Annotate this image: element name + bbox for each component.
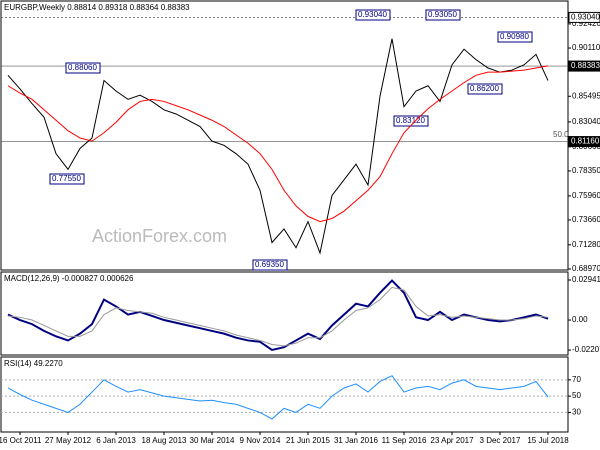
x-tick-label: 30 Mar 2014 bbox=[190, 436, 235, 445]
annotation-box bbox=[49, 173, 85, 185]
y-tick-label: 0.83040 bbox=[572, 117, 600, 126]
annotation: 0.90980 bbox=[500, 32, 529, 41]
panel-title: RSI(14) 49.2270 bbox=[4, 359, 63, 368]
y-tick-label: 0.78350 bbox=[572, 166, 600, 175]
level-box bbox=[568, 136, 600, 148]
series-line bbox=[7, 65, 549, 223]
level-box bbox=[568, 60, 600, 72]
y-tick-label: 0.68970 bbox=[572, 264, 600, 273]
y-tick-label: -0.022074 bbox=[572, 345, 600, 354]
annotation-box bbox=[497, 31, 533, 43]
annotation: 0.86200 bbox=[470, 84, 499, 93]
y-tick-label: 30 bbox=[572, 408, 581, 417]
level-box bbox=[568, 11, 600, 23]
y-tick-label: 0.90110 bbox=[572, 43, 600, 52]
y-tick-label: 0.029412 bbox=[572, 275, 600, 284]
series-line bbox=[7, 286, 549, 347]
y-tick-label: 0.73660 bbox=[572, 215, 600, 224]
y-tick-label: 50 bbox=[572, 391, 581, 400]
x-tick-label: 27 May 2012 bbox=[45, 436, 92, 445]
x-tick-label: 23 Apr 2017 bbox=[430, 436, 474, 445]
annotation: 50.0 bbox=[553, 130, 569, 139]
x-tick-label: 9 Nov 2014 bbox=[240, 436, 281, 445]
series-line bbox=[7, 279, 549, 352]
x-tick-label: 11 Sep 2016 bbox=[382, 436, 427, 445]
annotation: 0.69350 bbox=[255, 260, 284, 269]
y-tick-label: 70 bbox=[572, 375, 581, 384]
annotation: 0.83120 bbox=[396, 116, 425, 125]
annotation: 0.77550 bbox=[52, 174, 81, 183]
series-line bbox=[7, 375, 549, 420]
y-tick-label: 0.75960 bbox=[572, 191, 600, 200]
level-label: 0.88383 bbox=[571, 61, 600, 70]
x-tick-label: 6 Jan 2013 bbox=[96, 436, 136, 445]
annotation: 0.93050 bbox=[428, 10, 457, 19]
panel-frame bbox=[0, 271, 569, 356]
annotation-box bbox=[425, 9, 461, 21]
x-tick-label: 3 Dec 2017 bbox=[480, 436, 521, 445]
x-tick-label: 21 Jun 2015 bbox=[286, 436, 331, 445]
annotation: 0.88060 bbox=[68, 63, 97, 72]
y-tick-label: 0.71280 bbox=[572, 240, 600, 249]
y-tick-label: 0.85495 bbox=[572, 91, 600, 100]
level-label: 0.81160 bbox=[571, 137, 600, 146]
annotation-box bbox=[467, 83, 503, 95]
x-tick-label: 15 Jul 2018 bbox=[527, 436, 569, 445]
annotation-box bbox=[252, 259, 288, 271]
annotation: 0.93040 bbox=[358, 10, 387, 19]
annotation-box bbox=[355, 9, 391, 21]
annotation-box bbox=[65, 62, 101, 74]
panel-frame bbox=[0, 356, 569, 433]
panel-title: MACD(12,26,9) -0.000827 0.000626 bbox=[4, 274, 134, 283]
level-label: 0.93040 bbox=[571, 13, 600, 22]
x-tick-label: 18 Aug 2013 bbox=[142, 436, 187, 445]
x-tick-label: 16 Oct 2011 bbox=[0, 436, 42, 445]
x-tick-label: 31 Jan 2016 bbox=[334, 436, 379, 445]
watermark: ActionForex.com bbox=[92, 226, 227, 246]
y-tick-label: 0.92420 bbox=[572, 19, 600, 28]
y-tick-label: 0.00 bbox=[572, 315, 588, 324]
series-line bbox=[7, 38, 549, 255]
panel-title: EURGBP,Weekly 0.88814 0.89318 0.88364 0.… bbox=[4, 3, 190, 12]
